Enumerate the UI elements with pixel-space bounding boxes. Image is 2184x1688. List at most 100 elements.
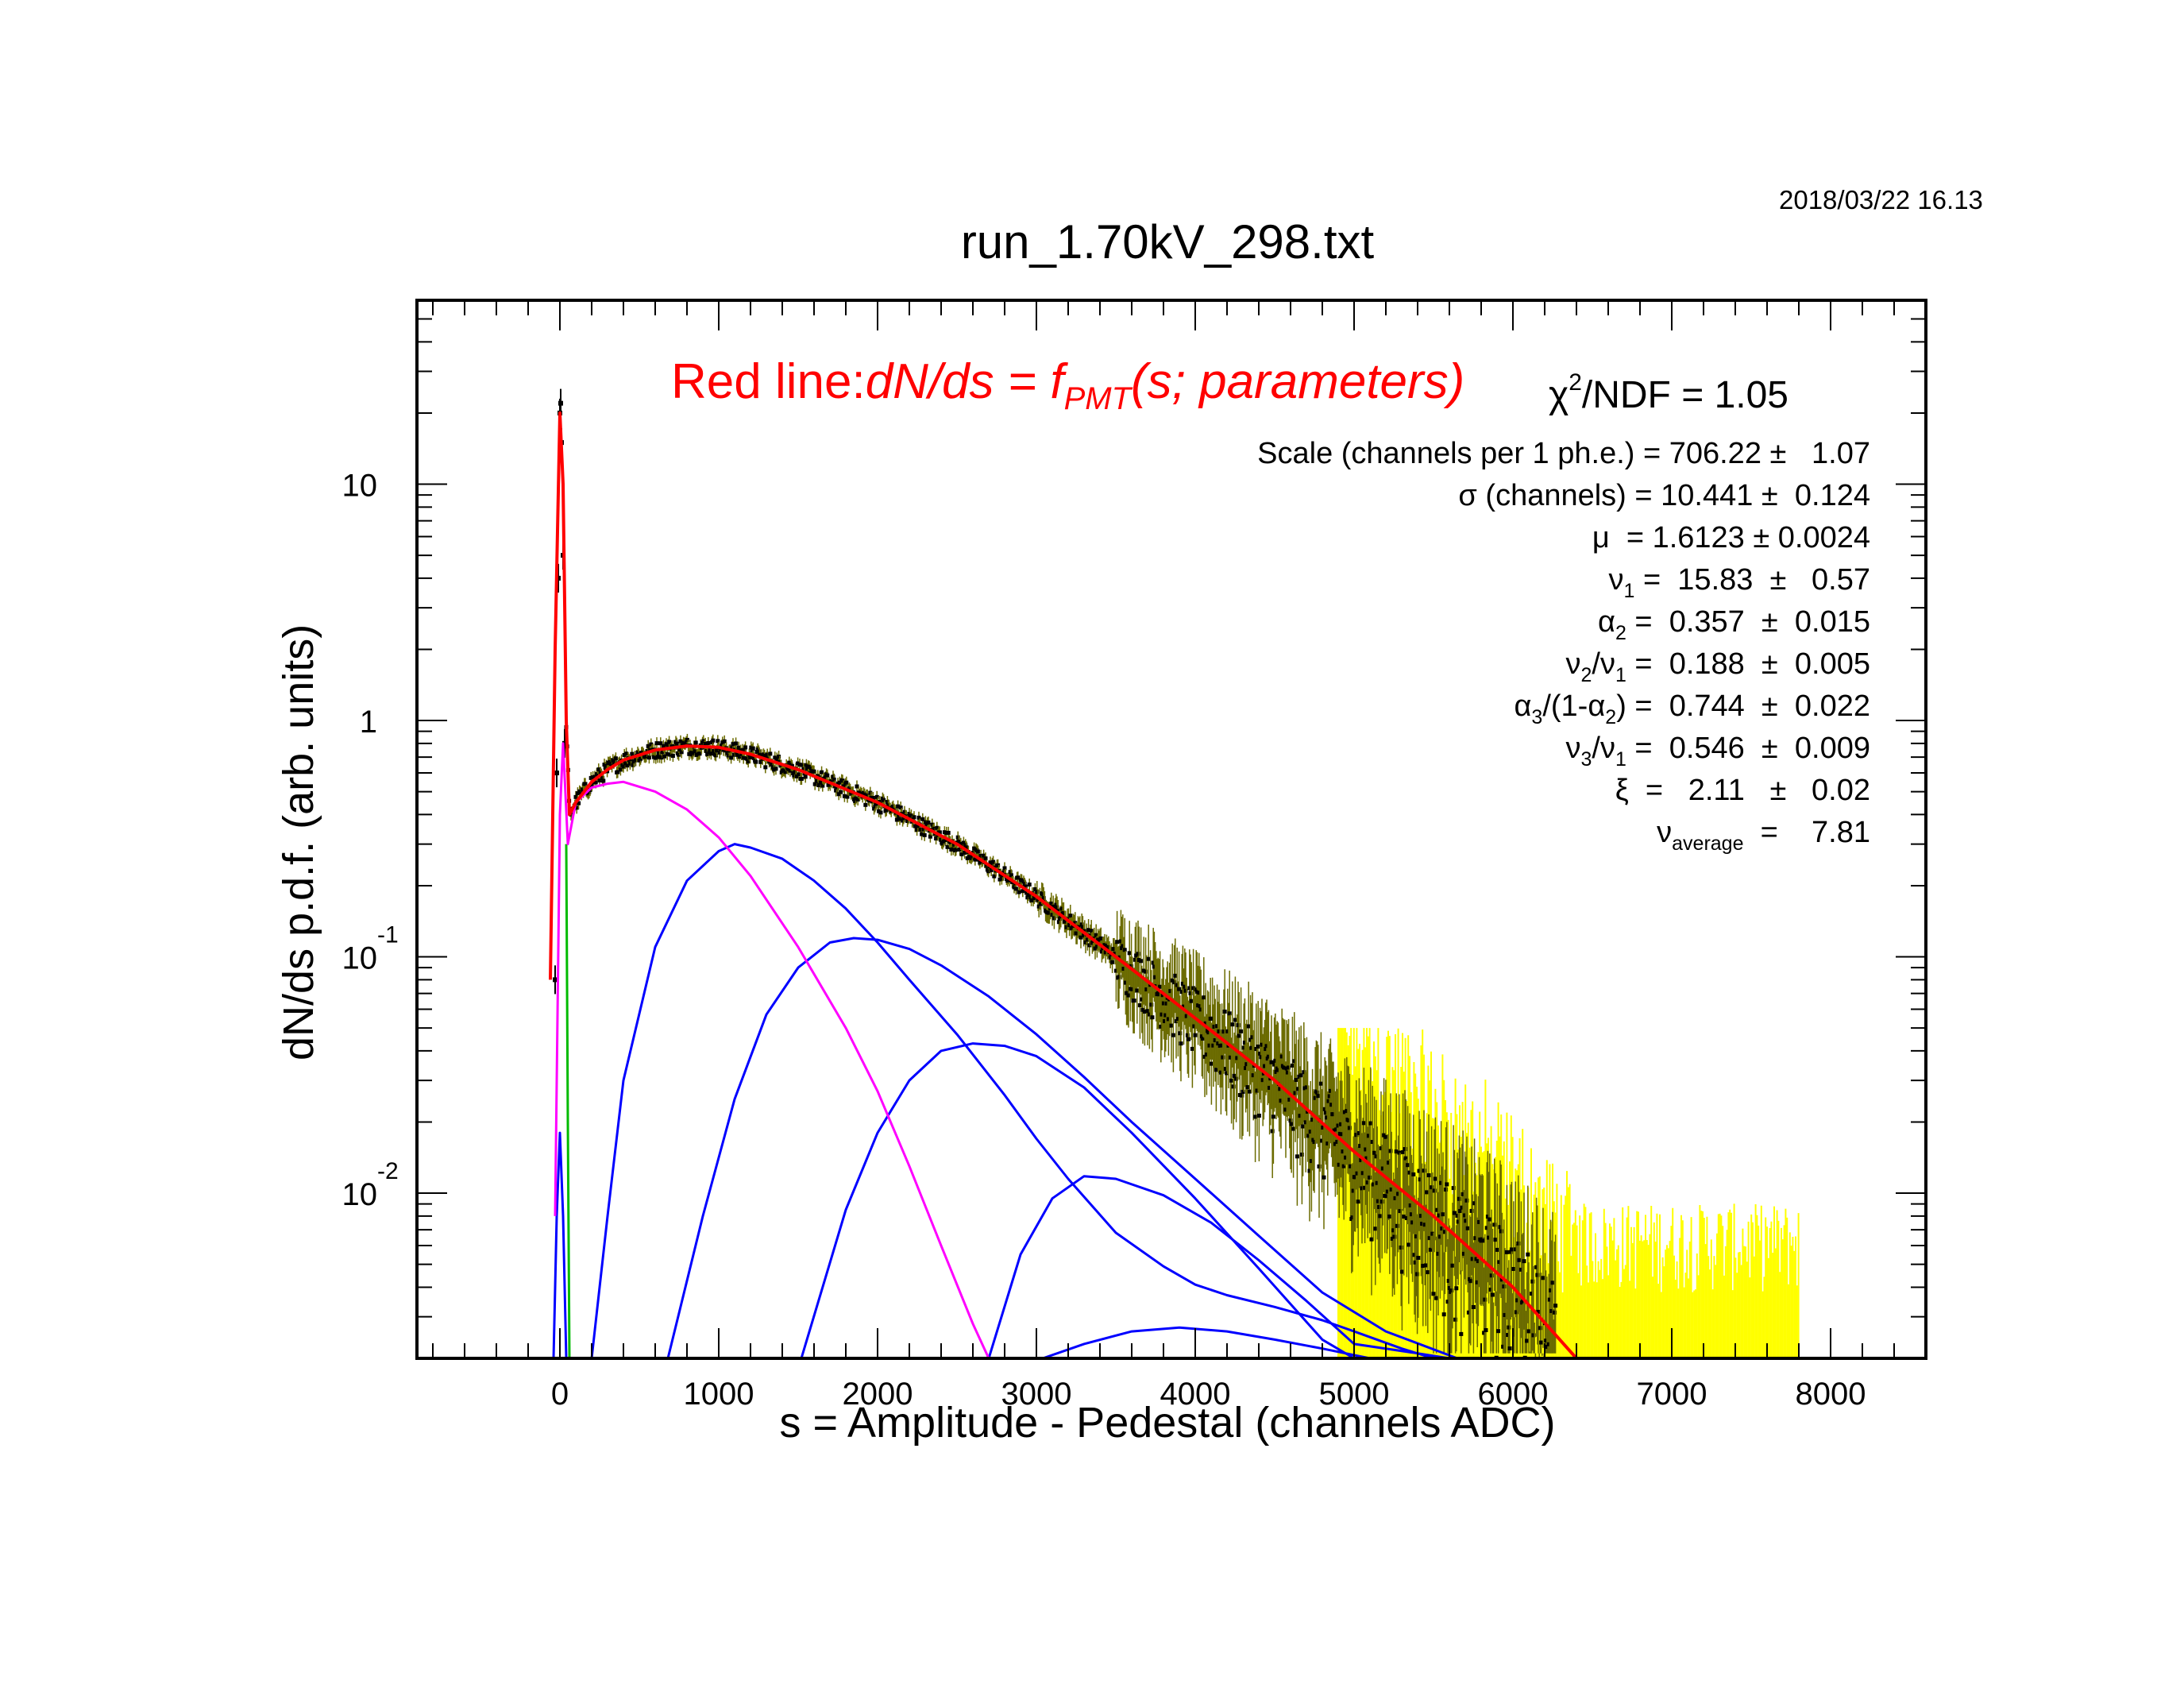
data-point [983, 856, 988, 861]
data-point [901, 816, 906, 821]
data-point [1290, 1063, 1295, 1068]
data-point [1449, 1288, 1454, 1293]
param-nu3-nu1: ν3/ν1 = 0.546 ± 0.009 [1565, 732, 1870, 771]
data-point [820, 783, 825, 788]
data-point [1425, 1190, 1430, 1195]
data-point [678, 739, 683, 744]
data-point [1113, 951, 1117, 956]
data-point [799, 776, 804, 781]
data-point [1064, 925, 1069, 929]
data-point [1021, 879, 1026, 884]
data-point [1406, 1163, 1410, 1168]
data-point [1222, 1009, 1227, 1014]
data-point [1552, 1310, 1557, 1315]
data-point [1214, 1068, 1218, 1072]
data-point [1418, 1177, 1422, 1182]
data-point [1289, 1122, 1294, 1126]
y-tick-exponent: -1 [377, 922, 399, 948]
data-point [1309, 1159, 1314, 1164]
data-point [1317, 1164, 1322, 1168]
data-point [1402, 1215, 1406, 1219]
data-point [1255, 1088, 1260, 1093]
data-point [1153, 975, 1158, 979]
data-point [1426, 1173, 1431, 1178]
data-point [765, 752, 770, 757]
data-point [693, 749, 697, 754]
data-point [794, 774, 799, 778]
x-tick-label: 1000 [684, 1377, 754, 1412]
data-point [820, 770, 824, 774]
data-point [991, 859, 996, 864]
data-point [558, 400, 563, 406]
data-point [556, 575, 561, 581]
data-point [1073, 921, 1078, 925]
data-point [631, 763, 635, 767]
data-point [1039, 902, 1044, 906]
data-point [1009, 873, 1013, 878]
data-point [1399, 1245, 1403, 1250]
data-point [1530, 1279, 1535, 1284]
y-tick-exponent: -2 [377, 1158, 399, 1184]
data-point [1385, 1189, 1390, 1194]
data-point [646, 755, 651, 760]
data-point [855, 784, 859, 789]
data-point [1139, 959, 1144, 964]
data-point [712, 748, 716, 753]
data-point [1279, 1054, 1284, 1059]
data-point [1517, 1257, 1522, 1262]
data-point [1283, 1107, 1288, 1112]
data-point [654, 741, 659, 746]
data-point [770, 762, 774, 767]
data-point [1163, 1013, 1168, 1018]
data-point [1335, 1139, 1340, 1144]
data-point [834, 788, 839, 793]
data-point [1078, 925, 1082, 929]
data-point [1409, 1212, 1414, 1217]
data-point [1263, 1064, 1268, 1068]
x-tick-label: 2000 [843, 1377, 913, 1412]
data-point [812, 782, 817, 786]
data-point [909, 813, 913, 818]
data-point [1032, 886, 1037, 891]
data-point [1304, 1085, 1309, 1090]
data-point [841, 784, 846, 789]
data-point [1371, 1182, 1376, 1187]
data-point [751, 756, 756, 761]
data-point [1032, 896, 1036, 901]
data-point [1553, 1304, 1558, 1308]
data-point [1507, 1346, 1512, 1351]
data-point [1518, 1267, 1523, 1272]
data-point [1445, 1300, 1450, 1304]
data-point [912, 815, 916, 820]
data-point [562, 740, 567, 746]
data-point [1117, 975, 1121, 979]
data-point [930, 822, 935, 827]
data-point [1539, 1340, 1544, 1345]
x-tick-label: 6000 [1478, 1377, 1549, 1412]
data-point [1369, 1237, 1374, 1242]
data-point [812, 769, 816, 774]
series-fit-total [549, 411, 1578, 1358]
data-point [1549, 1308, 1554, 1313]
data-point [1106, 944, 1111, 949]
data-point [1259, 1055, 1264, 1060]
data-point [1027, 883, 1032, 887]
data-point [1246, 1024, 1251, 1029]
series-component-1 [554, 742, 990, 1358]
data-point [1526, 1252, 1530, 1257]
data-point [1184, 1014, 1189, 1018]
data-point [1151, 960, 1156, 965]
y-tick-label: 10 [342, 1177, 378, 1212]
fit-curves [549, 411, 1578, 1358]
data-point [1189, 999, 1194, 1003]
data-point [1544, 1338, 1549, 1343]
data-point [1301, 1124, 1306, 1129]
data-point [1163, 1018, 1167, 1023]
data-point [934, 836, 939, 841]
data-point [783, 770, 788, 774]
data-point [608, 762, 613, 767]
data-point [1144, 987, 1149, 992]
data-point [1230, 1022, 1235, 1027]
data-point [1125, 991, 1130, 995]
data-point [894, 817, 899, 822]
